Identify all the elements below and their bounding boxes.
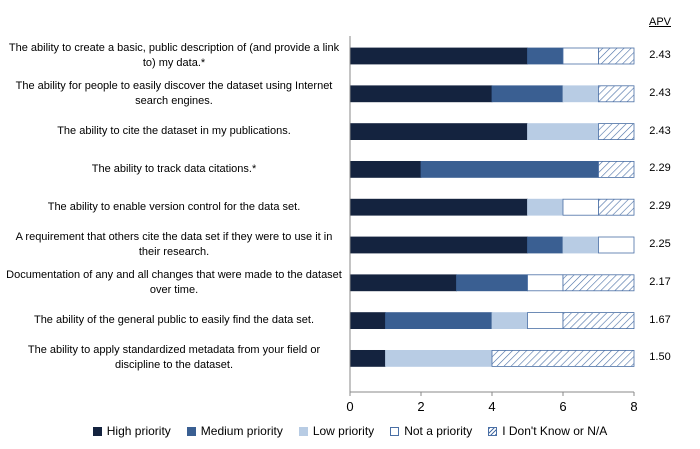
category-label: The ability to track data citations.* bbox=[91, 162, 257, 175]
bar-low-priority-row-2 bbox=[562, 85, 599, 103]
bar-medium-priority-row-4 bbox=[420, 160, 599, 178]
x-tick-label: 0 bbox=[346, 399, 353, 414]
apv-value: 2.43 bbox=[649, 49, 671, 61]
legend-item-medium-priority: Medium priority bbox=[186, 424, 283, 438]
bar-i-don-t-know-or-n-a-row-5 bbox=[598, 198, 635, 216]
bar-i-don-t-know-or-n-a-row-3 bbox=[598, 123, 635, 140]
category-label: A requirement that others cite the data … bbox=[15, 231, 333, 258]
legend-swatch bbox=[186, 426, 196, 436]
bar-i-don-t-know-or-n-a-row-9 bbox=[491, 349, 635, 367]
legend-swatch bbox=[92, 426, 102, 436]
category-label: Documentation of any and all changes tha… bbox=[6, 268, 342, 296]
bar-i-don-t-know-or-n-a-row-4 bbox=[598, 160, 635, 178]
apv-value: 2.25 bbox=[649, 238, 671, 250]
legend-swatch bbox=[298, 426, 308, 436]
legend-label: High priority bbox=[106, 424, 171, 438]
bar-not-a-priority-row-1 bbox=[562, 47, 599, 65]
bar-medium-priority-row-1 bbox=[527, 47, 564, 65]
bar-not-a-priority-row-6 bbox=[598, 236, 635, 254]
bar-high-priority-row-9 bbox=[349, 349, 386, 367]
x-tick-label: 8 bbox=[630, 399, 637, 414]
apv-value: 2.43 bbox=[649, 86, 671, 99]
apv-header: APV bbox=[648, 16, 671, 28]
category-label: The ability of the general public to eas… bbox=[33, 314, 315, 327]
bar-high-priority-row-8 bbox=[349, 312, 386, 330]
bar-not-a-priority-row-5 bbox=[562, 198, 599, 216]
category-label: The ability to cite the dataset in my pu… bbox=[57, 125, 291, 138]
chart-legend: High priority Medium priority Low priority… bbox=[0, 424, 700, 438]
bar-low-priority-row-5 bbox=[527, 198, 564, 216]
bar-not-a-priority-row-8 bbox=[527, 312, 564, 330]
x-tick-label: 6 bbox=[559, 399, 566, 414]
bar-i-don-t-know-or-n-a-row-8 bbox=[562, 312, 635, 330]
bar-i-don-t-know-or-n-a-row-1 bbox=[598, 47, 635, 65]
bar-low-priority-row-9 bbox=[385, 349, 493, 367]
bar-i-don-t-know-or-n-a-row-7 bbox=[562, 274, 635, 292]
bar-high-priority-row-7 bbox=[349, 274, 457, 292]
bar-medium-priority-row-8 bbox=[385, 312, 493, 330]
legend-item-i-don-t-know-or-n-a: I Don't Know or N/A bbox=[488, 424, 607, 438]
legend-label: Medium priority bbox=[200, 424, 283, 438]
legend-swatch bbox=[488, 426, 498, 436]
legend-item-low-priority: Low priority bbox=[298, 424, 375, 438]
legend-label: Not a priority bbox=[404, 424, 473, 438]
apv-value: 1.67 bbox=[649, 313, 671, 326]
bar-high-priority-row-6 bbox=[349, 236, 528, 254]
x-tick-label: 2 bbox=[417, 399, 424, 414]
legend-label: Low priority bbox=[312, 424, 375, 438]
bar-high-priority-row-4 bbox=[349, 160, 422, 178]
bar-low-priority-row-6 bbox=[562, 236, 599, 254]
bar-medium-priority-row-6 bbox=[527, 236, 564, 254]
apv-value: 2.29 bbox=[649, 162, 671, 175]
bar-medium-priority-row-2 bbox=[491, 85, 564, 103]
legend-item-not-a-priority: Not a priority bbox=[390, 424, 472, 438]
bar-i-don-t-know-or-n-a-row-2 bbox=[598, 85, 635, 103]
bar-low-priority-row-8 bbox=[491, 312, 528, 330]
x-tick-label: 4 bbox=[488, 399, 495, 414]
bar-high-priority-row-3 bbox=[349, 123, 528, 140]
legend-label: I Don't Know or N/A bbox=[502, 424, 608, 438]
legend-swatch bbox=[390, 426, 400, 436]
bar-high-priority-row-2 bbox=[349, 85, 493, 103]
apv-value: 2.43 bbox=[649, 124, 671, 137]
apv-value: 2.29 bbox=[649, 200, 671, 213]
bar-medium-priority-row-7 bbox=[456, 274, 528, 292]
category-label: The ability to apply standardized metada… bbox=[27, 344, 321, 372]
legend-item-high-priority: High priority bbox=[92, 424, 171, 438]
bar-not-a-priority-row-7 bbox=[527, 274, 564, 292]
bar-high-priority-row-1 bbox=[349, 47, 528, 65]
category-label: The ability to create a basic, public de… bbox=[8, 42, 340, 69]
category-label: The ability to enable version control fo… bbox=[47, 200, 301, 213]
apv-value: 1.50 bbox=[649, 351, 671, 364]
apv-value: 2.17 bbox=[649, 275, 671, 288]
bar-high-priority-row-5 bbox=[349, 198, 528, 216]
bar-low-priority-row-3 bbox=[527, 123, 599, 140]
category-label: The ability for people to easily discove… bbox=[15, 79, 333, 107]
